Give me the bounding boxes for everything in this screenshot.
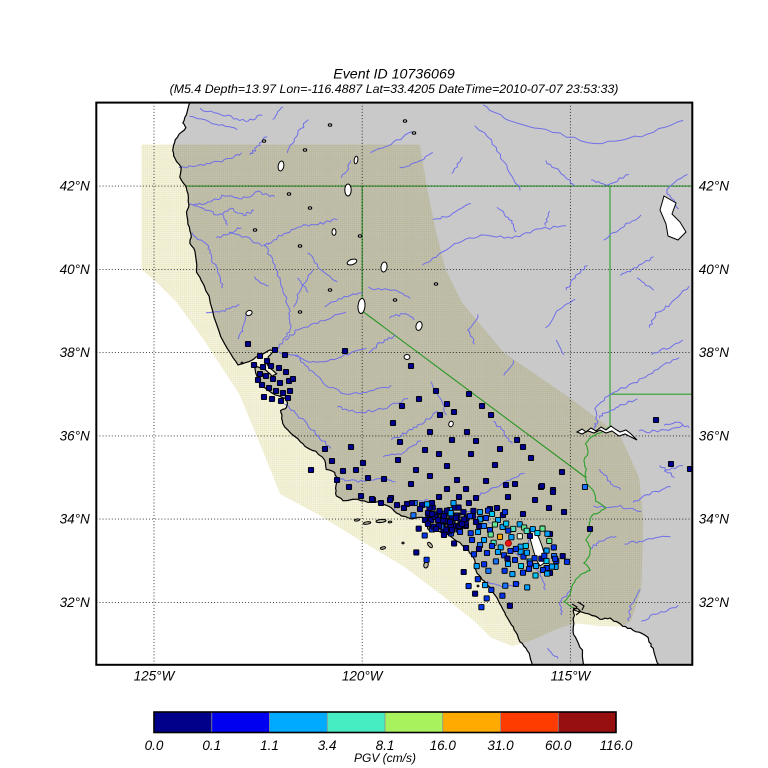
svg-text:120°W: 120°W — [342, 668, 384, 683]
svg-text:32°N: 32°N — [699, 595, 729, 610]
svg-text:0.1: 0.1 — [202, 738, 221, 753]
svg-text:125°W: 125°W — [134, 668, 176, 683]
svg-text:36°N: 36°N — [60, 428, 90, 443]
svg-text:8.1: 8.1 — [376, 738, 395, 753]
svg-text:31.0: 31.0 — [487, 738, 514, 753]
svg-text:Event ID 10736069: Event ID 10736069 — [333, 67, 455, 83]
svg-text:60.0: 60.0 — [545, 738, 572, 753]
svg-text:(M5.4 Depth=13.97 Lon=-116.488: (M5.4 Depth=13.97 Lon=-116.4887 Lat=33.4… — [170, 82, 619, 96]
svg-text:16.0: 16.0 — [430, 738, 457, 753]
svg-text:1.1: 1.1 — [260, 738, 279, 753]
svg-text:34°N: 34°N — [60, 512, 90, 527]
svg-text:42°N: 42°N — [60, 179, 90, 194]
svg-text:0.0: 0.0 — [145, 738, 164, 753]
svg-text:PGV (cm/s): PGV (cm/s) — [354, 751, 416, 765]
svg-text:3.4: 3.4 — [318, 738, 337, 753]
svg-text:32°N: 32°N — [60, 595, 90, 610]
svg-text:38°N: 38°N — [699, 345, 729, 360]
svg-text:40°N: 40°N — [699, 262, 729, 277]
svg-text:38°N: 38°N — [60, 345, 90, 360]
svg-text:34°N: 34°N — [699, 512, 729, 527]
svg-text:115°W: 115°W — [551, 668, 592, 683]
svg-text:40°N: 40°N — [60, 262, 90, 277]
svg-text:42°N: 42°N — [699, 179, 729, 194]
svg-text:36°N: 36°N — [699, 428, 729, 443]
svg-text:116.0: 116.0 — [600, 738, 633, 753]
